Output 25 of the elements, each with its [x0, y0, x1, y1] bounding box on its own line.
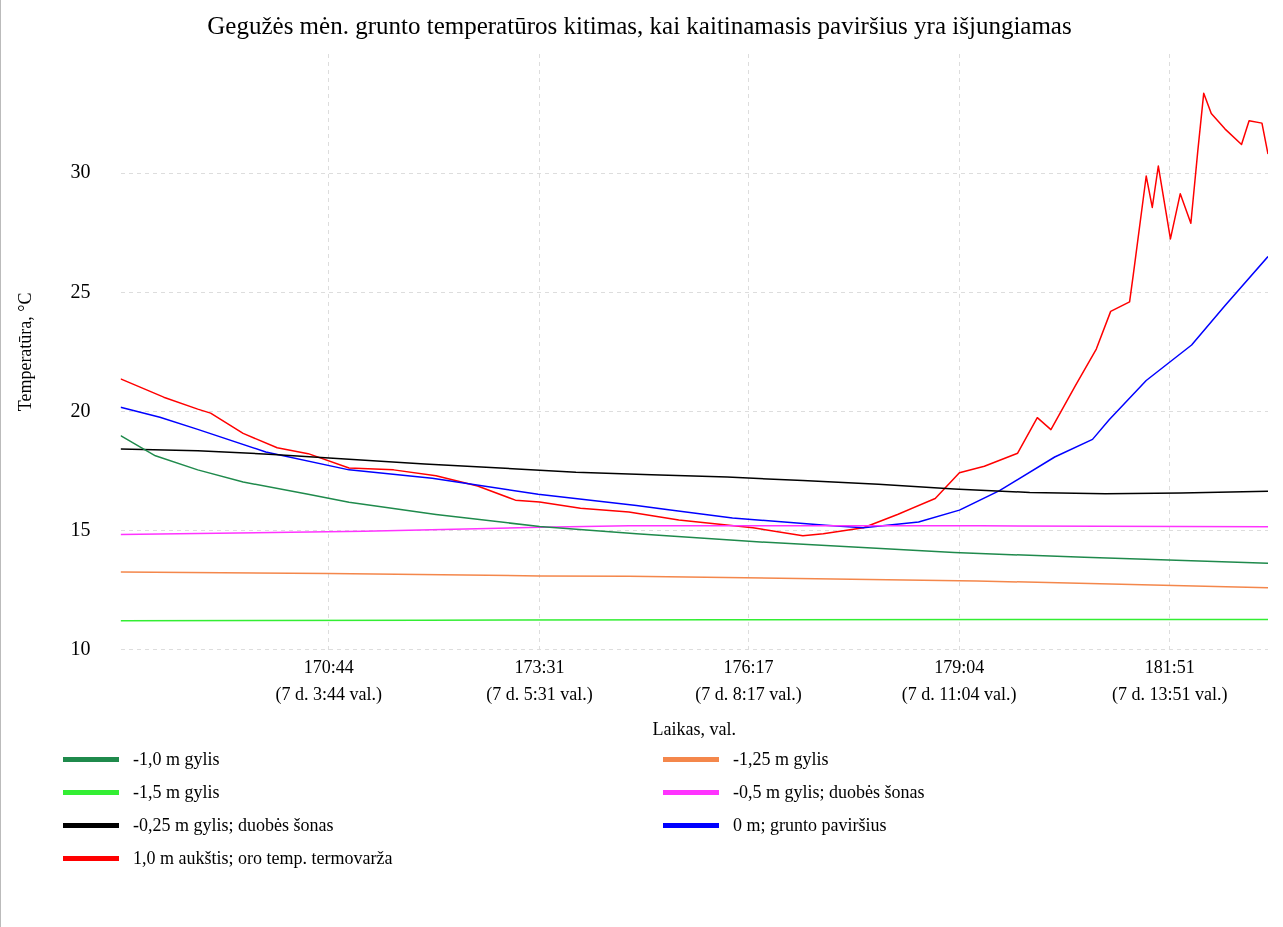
text: (7 d. 13:51 val.) — [1111, 683, 1228, 705]
x-tick-label: 181:51 — [1144, 657, 1195, 678]
legend-label: -0,5 m gylis; duobės šonas — [733, 782, 925, 803]
x-axis-title: Laikas, val. — [652, 718, 737, 739]
x-tick-label: 170:44 — [303, 657, 354, 678]
text: (7 d. 3:44 val.) — [275, 683, 383, 705]
y-tick-label: 30 — [70, 160, 91, 183]
x-tick-label: 176:17 — [723, 657, 774, 678]
legend-label: 1,0 m aukštis; oro temp. termovarža — [133, 848, 393, 869]
text: (7 d. 11:04 val.) — [901, 683, 1017, 705]
legend-label: -1,5 m gylis — [133, 782, 220, 803]
text: (7 d. 5:31 val.) — [486, 683, 593, 705]
chart-title: Gegužės mėn. grunto temperatūros kitimas, kai kaitinamasis paviršius yra išjungiamas — [207, 11, 1072, 39]
legend-label: -0,25 m gylis; duobės šonas — [133, 815, 334, 836]
legend-label: 0 m; grunto paviršius — [733, 815, 887, 836]
y-tick-label: 20 — [70, 398, 91, 421]
x-tick-label: 173:31 — [514, 657, 565, 678]
y-tick-label: 25 — [70, 279, 91, 302]
legend-label: -1,0 m gylis — [133, 749, 220, 770]
x-tick-label: 179:04 — [934, 657, 985, 678]
legend-label: -1,25 m gylis — [733, 749, 829, 770]
y-axis-title: Temperatūra, °C — [14, 292, 35, 412]
y-tick-label: 10 — [70, 637, 91, 660]
text: (7 d. 8:17 val.) — [695, 683, 802, 705]
y-tick-label: 15 — [70, 517, 91, 540]
